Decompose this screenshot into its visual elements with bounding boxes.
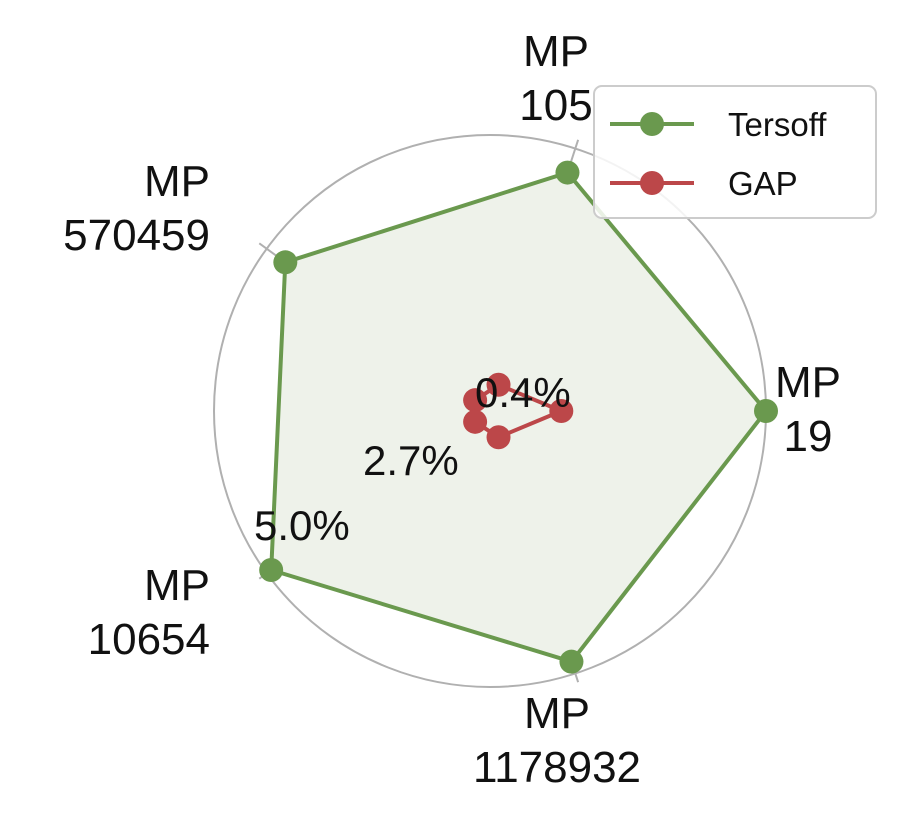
category-label-line: MP — [144, 157, 210, 206]
legend-label-gap: GAP — [728, 165, 798, 202]
category-labels: MP 19 MP 105 MP 570459 MP 10654 MP 1178932 — [63, 27, 841, 792]
series-point-tersoff-3 — [259, 557, 284, 582]
legend: Tersoff GAP — [593, 85, 877, 219]
series-point-tersoff-4 — [559, 649, 584, 674]
series-point-tersoff-1 — [555, 160, 580, 185]
category-label-line: MP — [523, 27, 589, 76]
series-point-gap-3 — [463, 409, 488, 434]
legend-label-tersoff: Tersoff — [728, 106, 827, 143]
series-point-gap-2 — [463, 388, 488, 413]
legend-marker-tersoff — [640, 112, 664, 136]
category-label-4: MP 1178932 — [473, 689, 641, 792]
category-label-line: MP — [524, 689, 590, 738]
category-label-line: 570459 — [63, 211, 210, 260]
series-area — [259, 160, 778, 674]
category-label-0: MP 19 — [775, 358, 841, 461]
radial-tick-label-2: 5.0% — [254, 502, 350, 549]
category-label-1: MP 105 — [519, 27, 592, 130]
radial-tick-labels: 0.4% 2.7% 5.0% — [254, 369, 571, 549]
radial-tick-label-0: 0.4% — [475, 369, 571, 416]
series-point-tersoff-0 — [754, 399, 778, 423]
category-label-line: 19 — [784, 412, 833, 461]
category-label-3: MP 10654 — [88, 561, 210, 664]
series-point-gap-1 — [486, 372, 511, 397]
category-label-line: MP — [775, 358, 841, 407]
series-point-tersoff-2 — [273, 250, 298, 275]
legend-marker-gap — [640, 171, 664, 195]
series-fill-tersoff — [271, 172, 766, 662]
series-point-gap-4 — [486, 425, 511, 450]
category-label-line: MP — [144, 561, 210, 610]
category-label-line: 105 — [519, 81, 592, 130]
series-point-gap-0 — [549, 399, 574, 423]
radial-tick-label-1: 2.7% — [363, 437, 459, 484]
category-label-line: 10654 — [88, 615, 210, 664]
category-label-2: MP 570459 — [63, 157, 210, 260]
category-label-line: 1178932 — [473, 743, 641, 792]
